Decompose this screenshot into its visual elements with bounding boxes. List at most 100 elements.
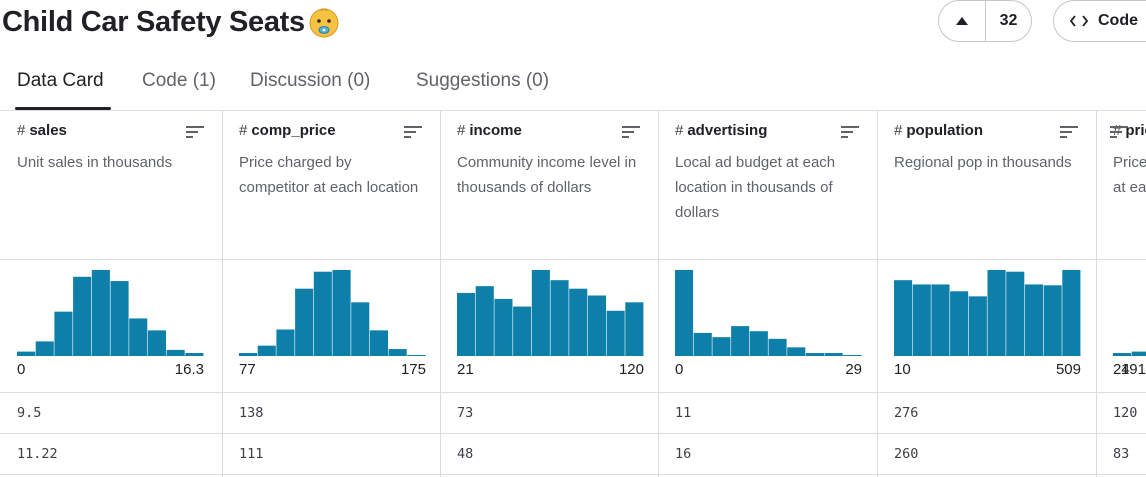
histogram-bar[interactable] <box>513 306 532 356</box>
histogram-bar[interactable] <box>475 286 494 356</box>
histogram-bar[interactable] <box>185 353 204 356</box>
histogram-bar[interactable] <box>147 330 166 356</box>
histogram-bar[interactable] <box>912 284 931 356</box>
column-description: Price charged by competitor at each loca… <box>239 154 419 196</box>
histogram-bar[interactable] <box>894 280 913 356</box>
histogram-bar[interactable] <box>17 351 36 356</box>
histogram-bar[interactable] <box>388 349 407 356</box>
histogram-bar[interactable] <box>931 284 950 356</box>
upvote-button[interactable] <box>939 1 986 41</box>
sort-icon[interactable] <box>404 125 422 139</box>
sort-icon[interactable] <box>622 125 640 139</box>
histogram-bar[interactable] <box>1043 285 1062 356</box>
histogram-bar[interactable] <box>712 337 731 356</box>
histogram-bar[interactable] <box>494 298 513 356</box>
histogram-bar[interactable] <box>35 341 54 356</box>
histogram-bar[interactable] <box>550 280 569 356</box>
grid-line <box>1096 110 1097 477</box>
histogram-bar[interactable] <box>110 281 129 356</box>
column-card-income[interactable]: # income Community income level in thousan… <box>441 110 658 477</box>
histogram-bar[interactable] <box>843 355 862 356</box>
histogram-max-label: 29 <box>845 361 862 378</box>
histogram-bar[interactable] <box>606 310 625 356</box>
tab-suggestions[interactable]: Suggestions (0) <box>416 70 550 91</box>
column-header[interactable]: # advertising <box>675 122 767 139</box>
histogram-bar[interactable] <box>457 292 476 356</box>
histogram-bar[interactable] <box>166 349 185 356</box>
column-header[interactable]: # sales <box>17 122 67 139</box>
sort-icon[interactable] <box>841 125 859 139</box>
column-header[interactable]: # income <box>457 122 522 139</box>
histogram-bar[interactable] <box>675 270 694 356</box>
table-cell: 11.22 <box>17 446 58 462</box>
column-histogram[interactable] <box>457 260 644 356</box>
histogram-bar[interactable] <box>749 331 768 356</box>
column-header[interactable]: # population <box>894 122 983 139</box>
histogram-bar[interactable] <box>91 270 110 356</box>
histogram-bar[interactable] <box>1006 271 1025 356</box>
histogram-bar[interactable] <box>968 296 987 356</box>
column-header[interactable]: #price <box>1113 122 1146 139</box>
histogram-bar[interactable] <box>1062 270 1081 356</box>
histogram-max-label: 120 <box>618 361 644 378</box>
histogram-bar[interactable] <box>587 295 606 357</box>
column-card-sales[interactable]: # sales Unit sales in thousands 0 16.3 9.5 11.… <box>1 110 222 477</box>
histogram-bar[interactable] <box>407 355 426 356</box>
triangle-up-icon <box>956 17 968 25</box>
histogram-bar[interactable] <box>569 288 588 356</box>
histogram-min-label: 24 <box>1113 361 1130 378</box>
histogram-bar[interactable] <box>693 332 712 356</box>
histogram-bar[interactable] <box>54 311 73 356</box>
column-histogram[interactable] <box>675 260 862 356</box>
histogram-bar[interactable] <box>768 338 787 356</box>
numeric-type-icon: # <box>894 122 903 139</box>
sort-icon[interactable] <box>186 125 204 139</box>
sort-icon[interactable] <box>1060 125 1078 139</box>
histogram-bar[interactable] <box>731 326 750 356</box>
histogram-bar[interactable] <box>369 330 388 356</box>
grid-line <box>0 110 1146 111</box>
histogram-bar[interactable] <box>257 345 276 356</box>
sort-icon[interactable] <box>1110 125 1128 139</box>
column-histogram[interactable] <box>17 260 204 356</box>
table-cell: 16 <box>675 446 692 462</box>
histogram-bar[interactable] <box>805 353 824 356</box>
column-histogram[interactable] <box>894 260 1081 356</box>
histogram-bar[interactable] <box>987 270 1006 356</box>
histogram-bar[interactable] <box>73 276 92 356</box>
tab-data-card[interactable]: Data Card <box>17 70 104 91</box>
histogram-bar[interactable] <box>531 270 550 356</box>
histogram-bar[interactable] <box>295 288 314 356</box>
tab-bar: Data Card Code (1) Discussion (0) Sugges… <box>0 58 1146 110</box>
column-card-price[interactable]: #price Price charged by company at each l… <box>1097 110 1146 477</box>
column-card-advertising[interactable]: # advertising Local ad budget at each loca… <box>659 110 877 477</box>
column-card-comp-price[interactable]: # comp_price Price charged by competitor a… <box>223 110 440 477</box>
histogram-bar[interactable] <box>950 291 969 356</box>
grid-line <box>0 433 1146 434</box>
histogram-bar[interactable] <box>787 347 806 356</box>
numeric-type-icon: # <box>675 122 684 139</box>
histogram-min-label: 21 <box>457 361 474 378</box>
code-button[interactable]: Code <box>1053 0 1146 42</box>
tab-code[interactable]: Code (1) <box>142 70 216 91</box>
histogram-bar[interactable] <box>1131 351 1146 356</box>
tab-discussion[interactable]: Discussion (0) <box>250 70 371 91</box>
histogram-bar[interactable] <box>1113 353 1132 356</box>
histogram-min-label: 77 <box>239 361 256 378</box>
histogram-bar[interactable] <box>625 302 644 356</box>
column-histogram[interactable] <box>239 260 426 356</box>
vote-count: 32 <box>999 12 1018 29</box>
histogram-bar[interactable] <box>1024 284 1043 356</box>
histogram-bar[interactable] <box>129 318 148 356</box>
histogram-bar[interactable] <box>351 302 370 356</box>
column-card-population[interactable]: # population Regional pop in thousands 10 50… <box>878 110 1096 477</box>
column-name: income <box>469 122 522 139</box>
histogram-bar[interactable] <box>313 271 332 356</box>
table-cell: 111 <box>239 446 264 462</box>
histogram-bar[interactable] <box>824 353 843 356</box>
column-histogram[interactable] <box>1113 260 1146 356</box>
histogram-bar[interactable] <box>276 329 295 357</box>
column-header[interactable]: # comp_price <box>239 122 336 139</box>
histogram-bar[interactable] <box>332 270 351 356</box>
histogram-bar[interactable] <box>239 353 258 356</box>
